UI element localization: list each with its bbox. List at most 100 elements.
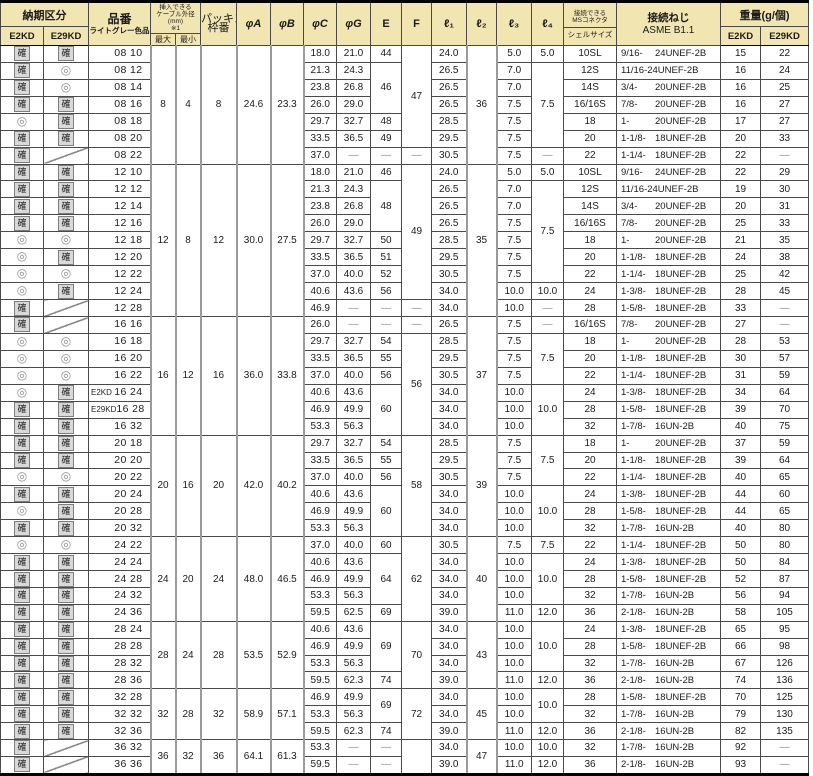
cell-thread: 1-3/8- 18UNEF-2B (616, 485, 721, 504)
e2kd-stock-mark: 確 (14, 588, 30, 604)
cell-thread: 1-3/8- 18UNEF-2B (616, 620, 721, 639)
cell-e2kd-mark: 確 (0, 299, 44, 318)
cell-dim-f: 47 (401, 45, 432, 148)
header-phi-g: φG (336, 1, 371, 46)
cell-len-l1: 29.5 (431, 451, 467, 470)
cell-len-l1: 39.0 (431, 755, 467, 775)
e2kd-order-mark: ◎ (16, 469, 28, 484)
cell-e2kd-mark: 確 (0, 654, 44, 673)
cell-phi-g: 36.5 (336, 349, 371, 368)
cell-cable-max: 24 (149, 536, 177, 622)
cell-shell-size: 32 (563, 519, 617, 538)
cell-e29kd-mark: 確 (43, 671, 89, 690)
cell-thread: 9/16- 24UNEF-2B (616, 163, 721, 182)
cell-part-number: 20 28 (88, 502, 151, 521)
cell-weight-e2kd: 16 (720, 95, 761, 114)
cell-part-number: 12 16 (88, 214, 151, 233)
cell-cable-max: 12 (149, 163, 177, 318)
cell-len-l1: 26.5 (431, 197, 467, 216)
cell-e29kd-mark: 確 (43, 603, 89, 622)
cell-cable-min: 28 (174, 688, 202, 741)
cell-weight-e2kd: 40 (720, 468, 761, 487)
cell-len-l1: 34.0 (431, 620, 467, 639)
cell-len-l3: 11.0 (496, 603, 532, 622)
part-number-text: 24 22 (114, 538, 143, 551)
cell-len-l1: 24.0 (431, 163, 467, 182)
cell-e2kd-mark: 確 (0, 587, 44, 605)
e2kd-stock-mark: 確 (14, 148, 30, 164)
cell-cable-min: 24 (174, 620, 202, 690)
cell-weight-e29kd: 22 (759, 45, 810, 63)
part-number-text: 28 32 (114, 657, 143, 670)
part-number-text: 08 14 (114, 81, 143, 94)
e2kd-stock-mark: 確 (14, 656, 30, 671)
cell-weight-e2kd: 66 (720, 637, 761, 656)
part-number-text: 16 28 (116, 403, 145, 416)
cell-e29kd-mark: ◎ (43, 349, 89, 368)
cell-weight-e29kd: 126 (759, 654, 810, 673)
cell-len-l3: 7.5 (496, 316, 532, 334)
e2kd-stock-mark: 確 (14, 453, 30, 468)
header-part-no-sub: ライトグレー色品 (89, 26, 150, 35)
cell-packing-no: 28 (199, 620, 238, 690)
cell-e2kd-mark: 確 (0, 671, 44, 690)
cell-phi-c: 59.5 (303, 603, 337, 622)
part-number-text: 24 32 (114, 589, 143, 602)
part-prefix: E2KD (91, 388, 112, 398)
cell-phi-g: — (336, 146, 371, 165)
cell-phi-g: 40.0 (336, 265, 371, 284)
cell-len-l4: 10.0 (531, 739, 564, 757)
cell-thread: 7/8- 20UNEF-2B (616, 316, 721, 334)
cell-phi-g: 56.3 (336, 417, 371, 436)
cell-dim-e: 56 (370, 282, 402, 301)
cell-e2kd-mark: 確 (0, 722, 44, 741)
cell-weight-e2kd: 25 (720, 265, 761, 284)
cell-len-l3: 7.5 (496, 366, 532, 385)
cell-len-l3: 5.0 (496, 163, 532, 182)
cell-part-number: 16 32 (88, 417, 151, 436)
cell-len-l3: 10.0 (496, 553, 532, 572)
e2kd-order-mark: ◎ (16, 283, 28, 298)
cell-weight-e2kd: 19 (720, 180, 761, 199)
cell-phi-g: 62.3 (336, 722, 371, 741)
cell-len-l1: 26.5 (431, 180, 467, 199)
cell-e29kd-mark: 確 (43, 587, 89, 605)
cell-phi-g: — (336, 739, 371, 757)
cell-e29kd-mark: ◎ (43, 366, 89, 385)
cell-part-number: E2KD 16 24 (88, 383, 151, 402)
cell-e2kd-mark: 確 (0, 485, 44, 504)
cell-e29kd-mark: 確 (43, 163, 89, 182)
cell-weight-e2kd: 50 (720, 536, 761, 555)
cell-len-l3: 10.0 (496, 417, 532, 436)
cell-dim-e: 54 (370, 332, 402, 351)
cell-part-number: 08 20 (88, 129, 151, 148)
cell-dim-f (401, 739, 432, 775)
e29kd-stock-mark: 確 (58, 486, 74, 502)
cell-part-number: 20 32 (88, 519, 151, 538)
cell-thread: 1-1/4- 18UNEF-2B (616, 146, 721, 165)
cell-len-l3: 10.0 (496, 383, 532, 402)
cell-len-l3: 7.5 (496, 349, 532, 368)
cell-weight-e2kd: 93 (720, 755, 761, 775)
cell-len-l3: 11.0 (496, 671, 532, 690)
header-screw-standard: ASME B1.1 (642, 24, 695, 36)
cell-e2kd-mark: 確 (0, 417, 44, 436)
spec-table-body: 確確 08 10 8 4 8 24.6 23.3 18.0 21.0 44 47 24.0 36 5.0 5… (0, 45, 810, 775)
cell-len-l4: — (531, 146, 564, 165)
e29kd-order-mark: ◎ (60, 537, 72, 552)
cell-e2kd-mark: ◎ (0, 112, 44, 131)
cell-thread: 1- 20UNEF-2B (616, 231, 721, 250)
cell-part-number: 20 24 (88, 485, 151, 504)
cell-part-number: 12 22 (88, 265, 151, 284)
cell-thread: 11/16-24UNEF-2B (616, 180, 721, 199)
e2kd-order-mark: ◎ (16, 537, 28, 552)
cell-thread: 1-1/4- 18UNEF-2B (616, 468, 721, 487)
cell-len-l1: 34.0 (431, 519, 467, 538)
cell-e2kd-mark: ◎ (0, 468, 44, 487)
cell-phi-c: 37.0 (303, 366, 337, 385)
e2kd-stock-mark: 確 (14, 436, 30, 452)
cell-shell-size: 18 (563, 112, 617, 131)
e29kd-stock-mark: 確 (58, 249, 74, 265)
cell-weight-e29kd: 135 (759, 722, 810, 741)
cell-e2kd-mark: 確 (0, 45, 44, 63)
